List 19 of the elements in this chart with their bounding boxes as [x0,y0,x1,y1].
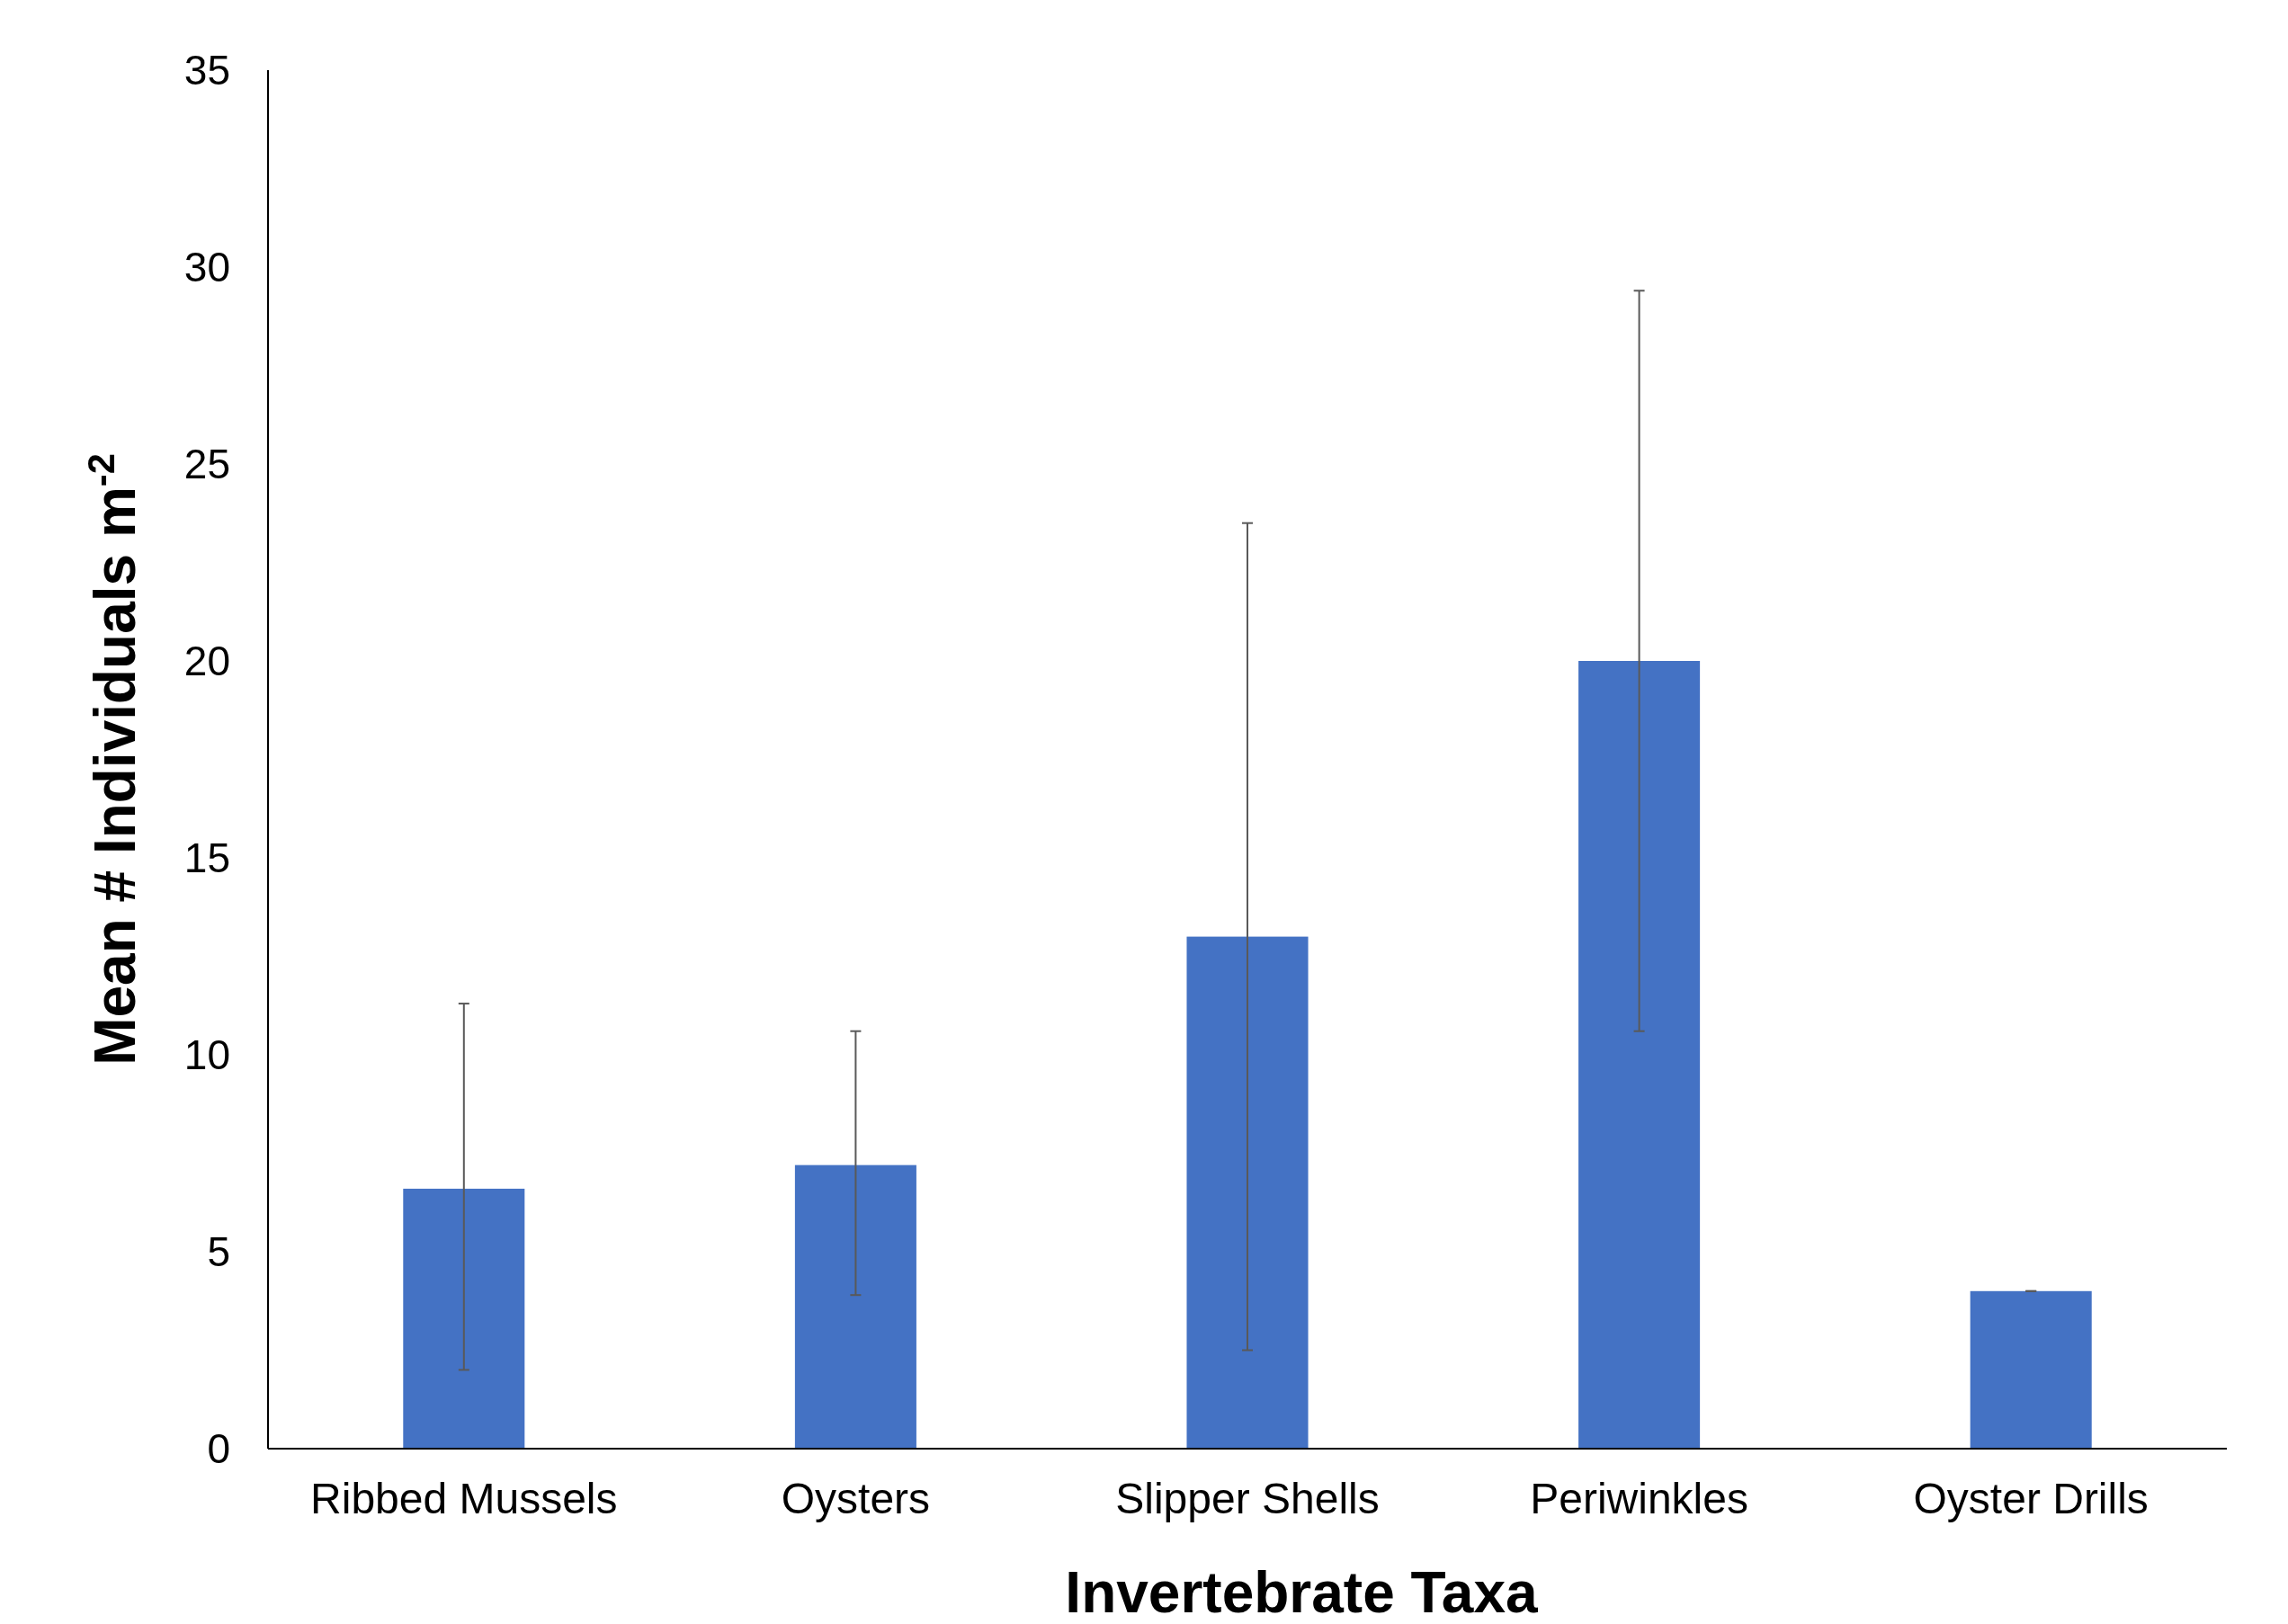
x-tick-label: Periwinkles [1530,1475,1748,1522]
x-tick-label: Slipper Shells [1115,1475,1380,1522]
x-axis-title: Invertebrate Taxa [1065,1560,1539,1624]
y-tick-label: 5 [207,1228,230,1276]
y-tick-label: 10 [183,1031,230,1079]
bar [1970,1290,2092,1449]
y-tick-label: 30 [183,244,230,291]
y-tick-label: 20 [183,638,230,685]
x-tick-label: Ribbed Mussels [310,1475,618,1522]
y-tick-label: 15 [183,834,230,882]
x-tick-label: Oyster Drills [1913,1475,2149,1522]
y-tick-label: 35 [183,47,230,94]
y-tick-label: 0 [207,1425,230,1473]
bar [1186,936,1309,1449]
bar [1578,661,1701,1449]
x-tick-label: Oysters [781,1475,931,1522]
bar [794,1164,916,1449]
y-tick-label: 25 [183,441,230,488]
bar [403,1188,525,1449]
